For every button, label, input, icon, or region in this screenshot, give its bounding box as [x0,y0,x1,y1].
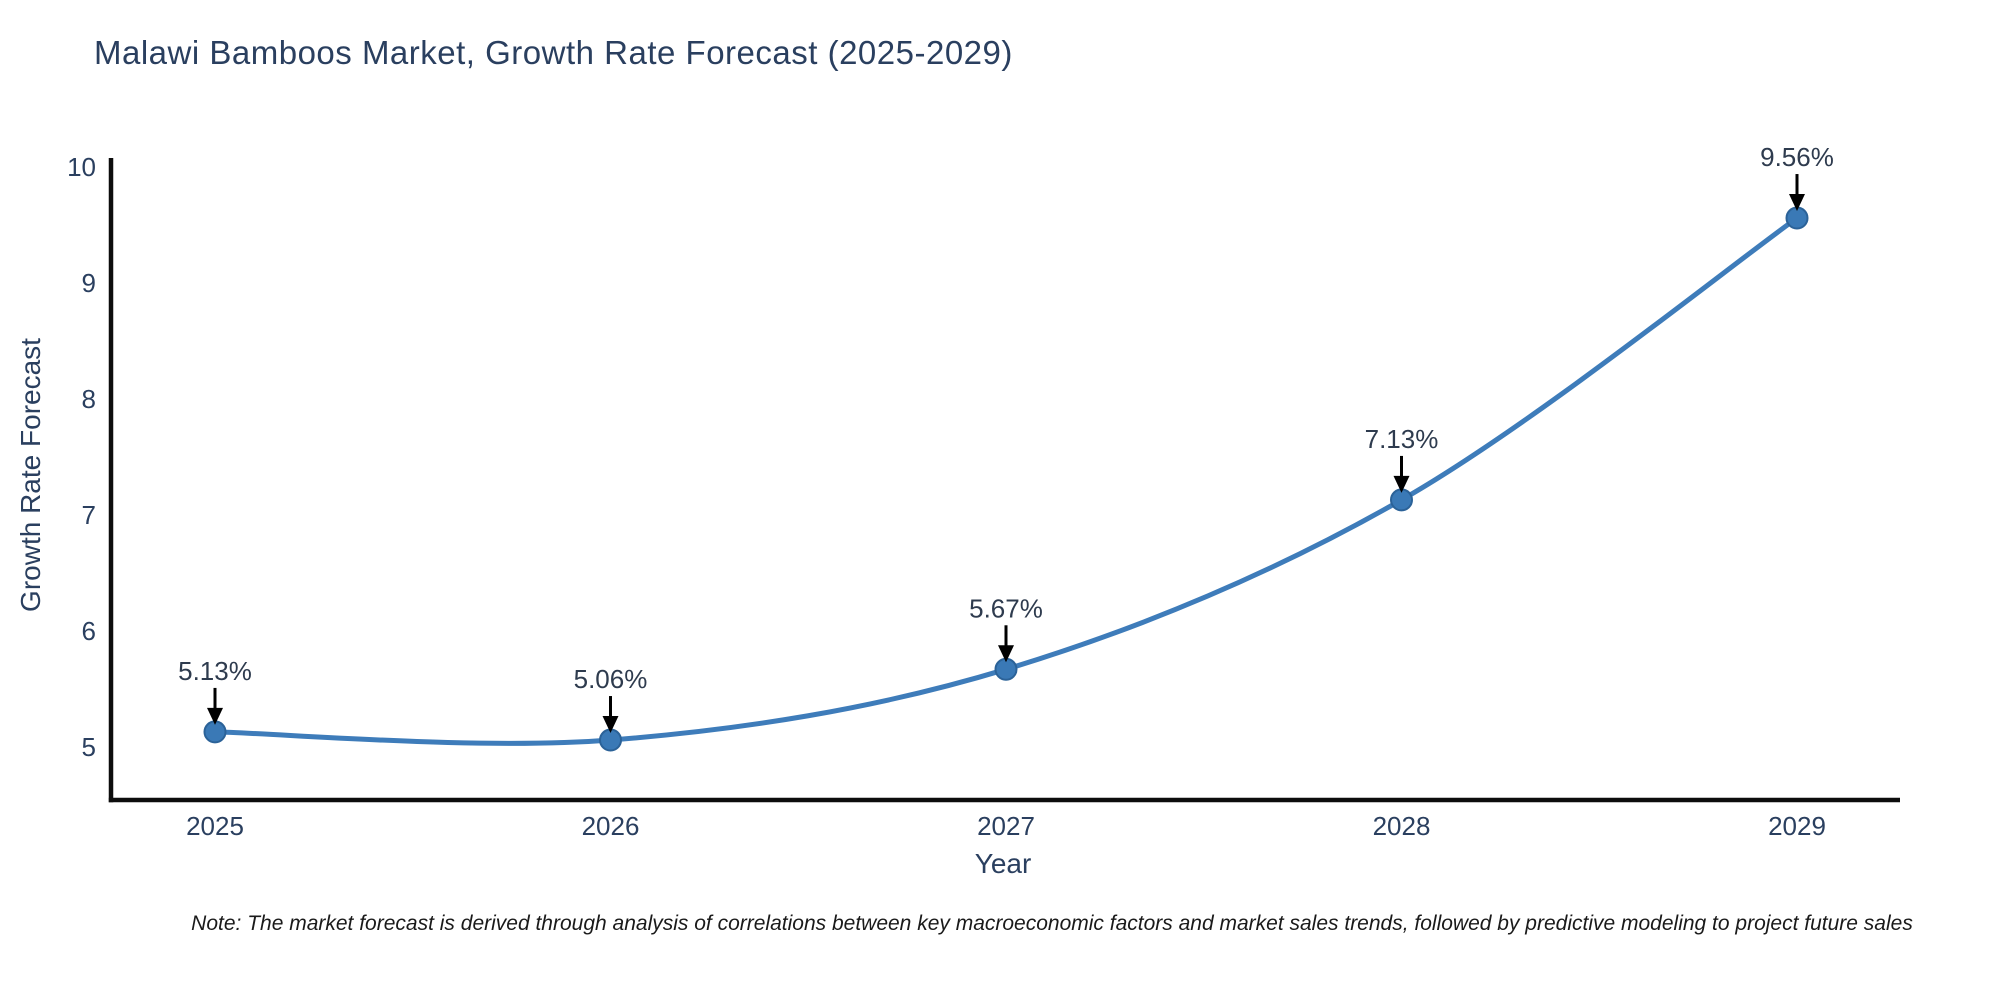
y-tick-label: 9 [82,268,96,298]
annotation-label: 9.56% [1760,142,1834,172]
y-tick-label: 8 [82,384,96,414]
y-tick-label: 5 [82,732,96,762]
annotation-label: 5.13% [178,656,252,686]
annotation-label: 7.13% [1365,424,1439,454]
x-axis-title: Year [974,848,1032,879]
y-tick-label: 6 [82,616,96,646]
y-tick-label: 7 [82,500,96,530]
annotation-arrow-head [602,716,619,734]
annotation-label: 5.67% [969,593,1043,623]
x-tick-label: 2027 [977,811,1035,841]
chart-title: Malawi Bamboos Market, Growth Rate Forec… [94,34,1013,71]
annotation-arrow-head [1393,475,1410,493]
annotation-label: 5.06% [574,664,648,694]
x-tick-label: 2025 [186,811,244,841]
footnote: Note: The market forecast is derived thr… [191,912,1913,935]
x-tick-label: 2028 [1373,811,1431,841]
y-tick-label: 10 [67,152,96,182]
annotation-arrow-head [998,645,1014,663]
x-tick-label: 2026 [582,811,640,841]
x-tick-label: 2029 [1768,811,1826,841]
annotation-arrow-head [207,707,223,725]
annotation-arrow-head [1789,194,1805,212]
